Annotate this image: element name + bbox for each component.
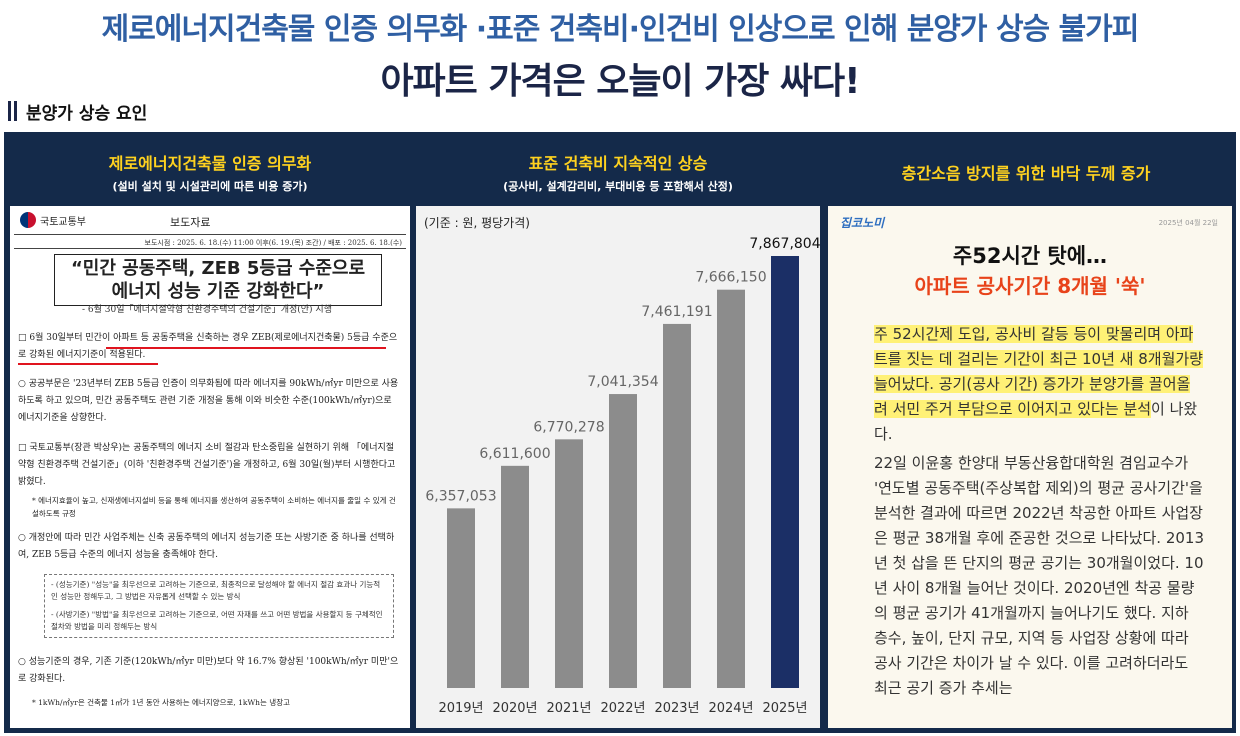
definition-item: - (성능기준) "성능"을 최우선으로 고려하는 기준으로, 최종적으로 달성… <box>51 580 381 601</box>
x-tick-label: 2022년 <box>600 701 645 716</box>
red-underline <box>106 347 386 349</box>
column-header-cost: 표준 건축비 지속적인 상승 (공사비, 설계감리비, 부대비용 등 포함해서 … <box>416 136 820 200</box>
section-header: 분양가 상승 요인 <box>8 99 148 124</box>
article-body: 주 52시간제 도입, 공사비 갈등 등이 맞물리며 아파트를 짓는 데 걸리는… <box>874 322 1204 701</box>
red-underline <box>18 363 158 365</box>
government-emblem-icon <box>20 212 36 228</box>
ministry-label: 국토교통부 <box>20 212 86 228</box>
data-label: 6,357,053 <box>425 488 496 504</box>
doc-paragraph: □ 6월 30일부터 민간이 아파트 등 공동주택을 신축하는 경우 ZEB(제… <box>18 333 398 360</box>
headline-secondary: 아파트 가격은 오늘이 가장 싸다! <box>380 61 860 102</box>
doc-footnote: * 에너지효율이 높고, 신재생에너지설비 등을 통해 에너지를 생산하여 공동… <box>32 496 396 518</box>
doc-dateline: 보도시점 : 2025. 6. 18.(수) 11:00 이후(6. 19.(목… <box>144 239 402 247</box>
chart-plot: 6,357,053 2019년 6,611,600 2020년 6,770,278 202… <box>425 236 820 716</box>
construction-cost-chart: (기준 : 원, 평당가격) 6,357,053 2019년 6,611,600 20… <box>416 206 820 728</box>
bar-2024년 <box>717 289 745 688</box>
press-release-document: 국토교통부 보도자료 보도시점 : 2025. 6. 18.(수) 11:00 … <box>10 206 410 728</box>
doc-paragraph: ○ 성능기준의 경우, 기존 기준(120kWh/㎡yr 미만)보다 약 16.… <box>18 657 399 684</box>
doc-type: 보도자료 <box>170 216 211 229</box>
column-header-noise: 층간소음 방지를 위한 바닥 두께 증가 <box>824 136 1228 200</box>
data-label: 7,867,804 <box>749 236 820 252</box>
publisher-logo: 집코노미 <box>840 216 885 230</box>
x-tick-label: 2025년 <box>762 701 807 716</box>
doc-footnote: * 1kWh/㎡yr은 건축물 1㎡가 1년 동안 사용하는 에너지양으로, 1… <box>32 698 290 707</box>
column-header-zeb: 제로에너지건축물 인증 의무화 (설비 설치 및 시설관리에 따른 비용 증가) <box>8 136 412 200</box>
doc-subtitle: - 6월 30일「에너지절약형 친환경주택의 건설기준」개정(안) 시행 <box>82 305 332 315</box>
bar-2022년 <box>609 394 637 688</box>
article-subheadline: 아파트 공사기간 8개월 '쑥' <box>914 274 1146 298</box>
data-label: 7,041,354 <box>587 374 658 390</box>
headline-primary: 제로에너지건축물 인증 의무화 ·표준 건축비·인건비 인상으로 인해 분양가 … <box>101 12 1140 47</box>
article-text: 이 나왔다. <box>874 400 1198 443</box>
definition-item: - (사방기준) "방법"을 최우선으로 고려하는 기준으로, 어떤 자재를 쓰… <box>51 610 383 631</box>
highlighted-text: 주 52시간제 도입, 공사비 갈등 등이 맞물리며 아파트를 짓는 데 걸리는… <box>874 325 1203 418</box>
ministry-name: 국토교통부 <box>40 216 86 228</box>
bar-2020년 <box>501 465 529 688</box>
section-label: 분양가 상승 요인 <box>26 103 148 124</box>
bar-2023년 <box>663 323 691 688</box>
column-subtitle: (공사비, 설계감리비, 부대비용 등 포함해서 산정) <box>503 180 733 193</box>
column-subtitle: (설비 설치 및 시설관리에 따른 비용 증가) <box>112 180 308 193</box>
data-label: 6,611,600 <box>479 446 550 462</box>
doc-title-line: 에너지 성능 기준 강화한다” <box>111 281 325 302</box>
article-paragraph: 주 52시간제 도입, 공사비 갈등 등이 맞물리며 아파트를 짓는 데 걸리는… <box>874 322 1204 447</box>
divider <box>14 248 406 249</box>
x-tick-label: 2023년 <box>654 701 699 716</box>
article-date: 2025년 04월 22일 <box>1158 219 1218 227</box>
doc-paragraph: ○ 개정안에 따라 민간 사업주체는 신축 공동주택의 에너지 성능기준 또는 … <box>18 533 395 560</box>
chart-unit-label: (기준 : 원, 평당가격) <box>424 216 530 230</box>
column-title: 표준 건축비 지속적인 상승 <box>528 154 708 173</box>
x-tick-label: 2021년 <box>546 701 591 716</box>
bar-2025년 <box>771 256 799 688</box>
doc-title-line: “민간 공동주택, ZEB 5등급 수준으로 <box>70 258 366 279</box>
bar-2019년 <box>447 508 475 688</box>
doc-definition-box: - (성능기준) "성능"을 최우선으로 고려하는 기준으로, 최종적으로 달성… <box>44 574 394 638</box>
data-label: 7,461,191 <box>641 304 712 320</box>
news-article: 집코노미 2025년 04월 22일 주52시간 탓에… 아파트 공사기간 8개… <box>828 206 1232 728</box>
doc-title: “민간 공동주택, ZEB 5등급 수준으로 에너지 성능 기준 강화한다” <box>54 254 382 306</box>
data-label: 7,666,150 <box>695 270 766 286</box>
article-headline: 주52시간 탓에… <box>952 244 1108 268</box>
x-tick-label: 2024년 <box>708 701 753 716</box>
bar-2021년 <box>555 439 583 688</box>
x-tick-label: 2019년 <box>438 701 483 716</box>
divider <box>14 234 406 235</box>
x-tick-label: 2020년 <box>492 701 537 716</box>
data-label: 6,770,278 <box>533 419 604 435</box>
column-title: 제로에너지건축물 인증 의무화 <box>108 154 312 173</box>
column-title: 층간소음 방지를 위한 바닥 두께 증가 <box>901 164 1151 183</box>
section-bar-icon <box>8 101 18 121</box>
doc-paragraph: □ 국토교통부(장관 박상우)는 공동주택의 에너지 소비 절감과 탄소중립을 … <box>18 443 396 487</box>
doc-paragraph: ○ 공공부문은 '23년부터 ZEB 5등급 인증이 의무화됨에 따라 에너지를… <box>18 379 399 423</box>
article-paragraph: 22일 이윤홍 한양대 부동산융합대학원 겸임교수가 '연도별 공동주택(주상복… <box>874 454 1205 697</box>
